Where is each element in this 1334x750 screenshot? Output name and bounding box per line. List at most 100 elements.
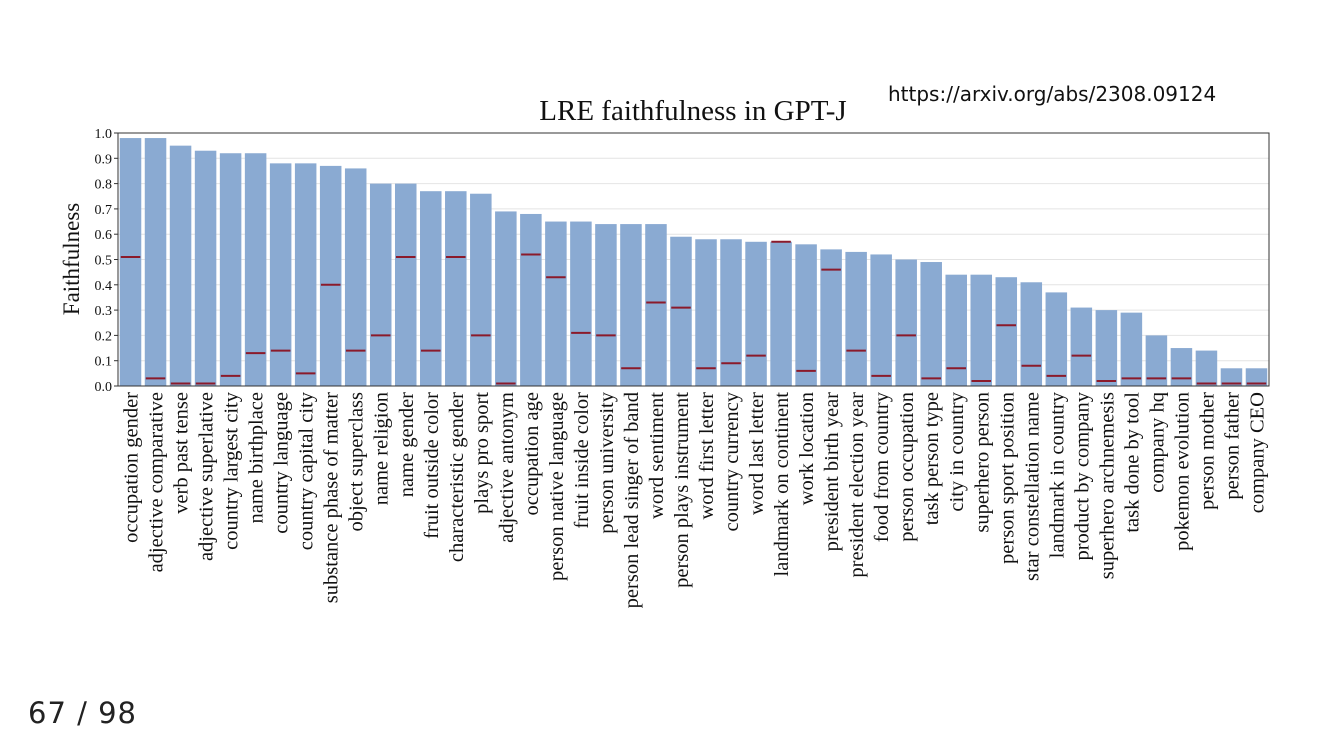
bar <box>219 153 242 386</box>
y-tick-label: 0.1 <box>95 355 113 370</box>
x-tick-label: fruit inside color <box>571 392 593 529</box>
x-tick-label: country language <box>271 392 293 534</box>
bar <box>1145 335 1168 386</box>
bar <box>394 183 417 386</box>
x-tick-label: substance phase of matter <box>321 392 343 603</box>
bar <box>670 236 692 386</box>
x-tick-label: fruit outside color <box>421 392 443 539</box>
bar <box>1195 350 1218 386</box>
bar <box>695 239 717 386</box>
bar <box>870 254 892 386</box>
bar <box>545 221 567 386</box>
x-tick-label: work location <box>796 392 818 505</box>
bar <box>1045 292 1068 386</box>
bar <box>269 163 292 386</box>
bar <box>945 274 967 386</box>
y-tick-label: 0.0 <box>95 380 113 395</box>
x-tick-label: word sentiment <box>646 392 668 519</box>
bar <box>1095 310 1118 386</box>
x-tick-label: person native language <box>546 392 568 581</box>
x-tick-label: landmark on continent <box>771 392 793 577</box>
y-tick-label: 0.9 <box>95 152 113 167</box>
y-axis-ticks: 0.0 0.1 0.2 0.3 0.4 0.5 0.6 0.7 0.8 0.9 1.0 <box>95 127 118 395</box>
bar <box>995 277 1018 386</box>
x-tick-label: name gender <box>396 392 418 497</box>
x-tick-label: person university <box>596 391 618 534</box>
bar <box>1020 282 1043 386</box>
x-tick-label: food from country <box>871 391 893 542</box>
x-tick-label: president birth year <box>821 392 843 552</box>
bar <box>1070 307 1093 386</box>
bar <box>820 249 842 386</box>
x-tick-label: superhero archnemesis <box>1096 392 1118 579</box>
x-axis-tick-labels: occupation gender adjective comparative ve… <box>121 391 1269 608</box>
y-tick-label: 1.0 <box>95 127 113 142</box>
x-tick-label: adjective superlative <box>196 392 218 561</box>
bar <box>420 191 442 386</box>
x-tick-label: characteristic gender <box>446 392 468 562</box>
x-tick-label: star constellation name <box>1021 392 1043 581</box>
source-url[interactable]: https://arxiv.org/abs/2308.09124 <box>888 82 1217 106</box>
x-tick-label: product by company <box>1071 391 1093 560</box>
y-tick-label: 0.4 <box>95 279 113 294</box>
bar <box>645 224 667 386</box>
y-tick-label: 0.8 <box>95 178 113 193</box>
bar <box>1120 312 1143 386</box>
y-tick-label: 0.7 <box>95 203 113 218</box>
x-tick-label: occupation gender <box>121 392 143 543</box>
y-tick-label: 0.2 <box>95 329 113 344</box>
x-tick-label: country capital city <box>296 391 318 550</box>
x-tick-label: person plays instrument <box>671 392 693 588</box>
x-tick-label: pokemon evolution <box>1171 392 1193 551</box>
x-tick-label: name birthplace <box>246 392 268 523</box>
x-tick-label: landmark in country <box>1046 391 1068 558</box>
bar <box>369 183 392 386</box>
x-tick-label: adjective comparative <box>146 392 168 572</box>
x-tick-label: country largest city <box>221 391 243 550</box>
bar <box>1170 348 1193 386</box>
x-tick-label: adjective antonym <box>496 392 518 543</box>
bar <box>520 213 542 386</box>
x-tick-label: city in country <box>946 391 968 511</box>
x-tick-label: person sport position <box>996 392 1018 564</box>
page-counter: 67 / 98 <box>28 696 138 730</box>
bar <box>244 153 267 386</box>
bar <box>595 224 617 386</box>
x-tick-label: person lead singer of band <box>621 392 643 608</box>
bar <box>770 241 792 386</box>
y-axis-label: Faithfulness <box>59 203 84 315</box>
bar <box>1220 368 1243 386</box>
bars <box>119 138 1268 386</box>
x-tick-label: object superclass <box>346 392 368 531</box>
bar <box>294 163 317 386</box>
bar <box>144 138 167 386</box>
x-tick-label: company hq <box>1146 392 1168 493</box>
bar <box>1245 368 1268 386</box>
bar <box>319 165 342 386</box>
bar <box>495 211 517 386</box>
y-tick-label: 0.5 <box>95 254 113 269</box>
bar <box>445 191 467 386</box>
x-tick-label: person mother <box>1196 392 1218 510</box>
bar <box>720 239 742 386</box>
bar <box>845 251 867 386</box>
chart-title: LRE faithfulness in GPT-J <box>539 95 846 127</box>
bar <box>970 274 993 386</box>
bar <box>920 262 942 386</box>
bar <box>194 150 217 386</box>
bar <box>470 193 492 386</box>
x-tick-label: task done by tool <box>1121 392 1143 533</box>
x-tick-label: name religion <box>371 392 393 505</box>
bar <box>745 241 767 386</box>
x-tick-label: country currency <box>721 391 743 531</box>
baseline-markers <box>120 240 1267 385</box>
y-tick-label: 0.6 <box>95 228 113 243</box>
plot-frame <box>117 132 1270 387</box>
x-tick-label: verb past tense <box>171 392 193 514</box>
bar <box>570 221 592 386</box>
x-tick-label: occupation age <box>521 392 543 516</box>
bar <box>119 138 142 386</box>
bar <box>795 244 817 386</box>
y-tick-label: 0.3 <box>95 304 113 319</box>
